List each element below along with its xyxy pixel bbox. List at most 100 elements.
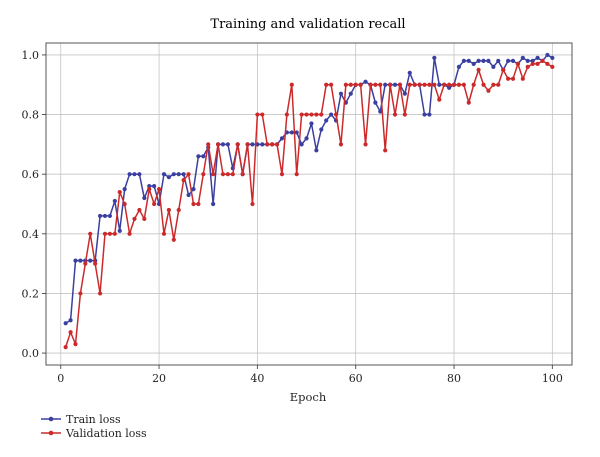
data-point-validation-loss: [447, 82, 452, 87]
data-point-validation-loss: [319, 112, 324, 117]
data-point-validation-loss: [206, 142, 211, 147]
chart-title: Training and validation recall: [210, 17, 405, 32]
data-point-train-loss: [338, 91, 344, 96]
data-point-validation-loss: [407, 82, 412, 87]
data-point-train-loss: [122, 186, 127, 192]
data-point-train-loss: [481, 58, 486, 63]
data-point-train-loss: [402, 91, 407, 96]
legend-label: Validation loss: [65, 427, 147, 440]
data-point-validation-loss: [378, 82, 383, 87]
data-point-train-loss: [383, 82, 388, 87]
data-point-validation-loss: [442, 82, 447, 87]
data-point-train-loss: [112, 198, 117, 204]
data-point-validation-loss: [388, 82, 393, 87]
data-point-train-loss: [171, 172, 176, 177]
data-point-train-loss: [496, 58, 501, 63]
data-point-validation-loss: [392, 112, 398, 117]
data-point-train-loss: [319, 127, 324, 132]
data-point-validation-loss: [422, 82, 427, 87]
data-point-validation-loss: [427, 82, 432, 87]
data-point-validation-loss: [235, 142, 240, 147]
data-point-train-loss: [299, 142, 304, 147]
data-point-train-loss: [196, 154, 201, 159]
data-point-validation-loss: [289, 82, 294, 87]
series-line-train-loss: [65, 54, 553, 324]
data-point-train-loss: [550, 55, 555, 61]
data-point-validation-loss: [186, 172, 191, 177]
data-point-validation-loss: [540, 58, 545, 63]
data-point-validation-loss: [461, 82, 466, 87]
data-point-train-loss: [211, 201, 216, 207]
data-point-validation-loss: [520, 76, 525, 81]
data-point-train-loss: [407, 70, 412, 75]
data-point-validation-loss: [147, 186, 152, 192]
data-point-validation-loss: [63, 345, 68, 350]
x-tick-label: 80: [447, 372, 461, 385]
data-point-train-loss: [132, 172, 137, 177]
data-point-train-loss: [117, 228, 122, 233]
data-point-validation-loss: [181, 178, 186, 183]
data-point-validation-loss: [196, 201, 201, 207]
data-point-validation-loss: [496, 82, 501, 87]
data-point-validation-loss: [245, 142, 250, 147]
data-point-validation-loss: [545, 61, 550, 66]
data-point-validation-loss: [525, 64, 530, 69]
data-point-validation-loss: [348, 82, 353, 87]
data-point-validation-loss: [220, 172, 226, 177]
data-point-train-loss: [447, 85, 452, 90]
data-point-validation-loss: [112, 231, 117, 236]
data-point-validation-loss: [412, 82, 417, 87]
data-point-train-loss: [250, 142, 255, 147]
legend-swatch-marker: [48, 416, 54, 422]
data-point-train-loss: [137, 172, 142, 177]
data-point-train-loss: [127, 172, 132, 177]
data-point-validation-loss: [137, 207, 142, 213]
y-tick-label: 0.6: [22, 168, 40, 181]
data-point-validation-loss: [255, 112, 260, 117]
series-train-loss: [63, 52, 555, 326]
data-point-train-loss: [520, 55, 525, 61]
data-point-validation-loss: [486, 88, 491, 93]
data-point-validation-loss: [250, 201, 255, 207]
data-point-train-loss: [535, 55, 540, 61]
data-point-validation-loss: [363, 142, 368, 147]
data-point-train-loss: [176, 172, 181, 177]
data-point-validation-loss: [451, 82, 457, 87]
data-point-validation-loss: [152, 201, 157, 207]
data-point-train-loss: [545, 52, 550, 58]
data-point-validation-loss: [397, 82, 403, 87]
data-point-validation-loss: [215, 142, 221, 147]
data-point-train-loss: [348, 91, 353, 96]
series-line-validation-loss: [64, 60, 553, 348]
data-point-train-loss: [378, 109, 383, 114]
series-validation-loss: [63, 58, 555, 350]
plot-frame: [45, 42, 573, 366]
data-point-train-loss: [461, 58, 466, 63]
data-point-validation-loss: [102, 231, 108, 236]
series-layer: [63, 52, 555, 350]
x-tick-label: 0: [57, 372, 64, 385]
data-point-train-loss: [225, 142, 230, 147]
data-point-validation-loss: [530, 61, 535, 66]
data-point-validation-loss: [417, 82, 422, 87]
data-point-validation-loss: [466, 100, 471, 105]
data-point-validation-loss: [211, 172, 216, 177]
data-point-validation-loss: [191, 201, 196, 207]
data-point-train-loss: [530, 58, 535, 63]
data-point-validation-loss: [171, 237, 176, 242]
data-point-train-loss: [152, 184, 157, 189]
data-point-validation-loss: [161, 231, 167, 236]
data-point-train-loss: [363, 79, 368, 84]
data-point-train-loss: [304, 136, 309, 141]
legend-label: Train loss: [66, 413, 121, 426]
data-point-validation-loss: [309, 112, 314, 117]
data-point-validation-loss: [343, 82, 348, 87]
data-point-validation-loss: [314, 112, 319, 117]
axis-ticks: 0 20 40 60 80 100 0.0 0.2 0.4 0.6 0.8 1.0: [22, 49, 563, 385]
x-tick-label: 40: [250, 372, 264, 385]
data-point-validation-loss: [107, 231, 113, 236]
legend-swatch-marker: [48, 430, 54, 436]
data-point-train-loss: [279, 136, 285, 141]
data-point-train-loss: [505, 58, 511, 63]
